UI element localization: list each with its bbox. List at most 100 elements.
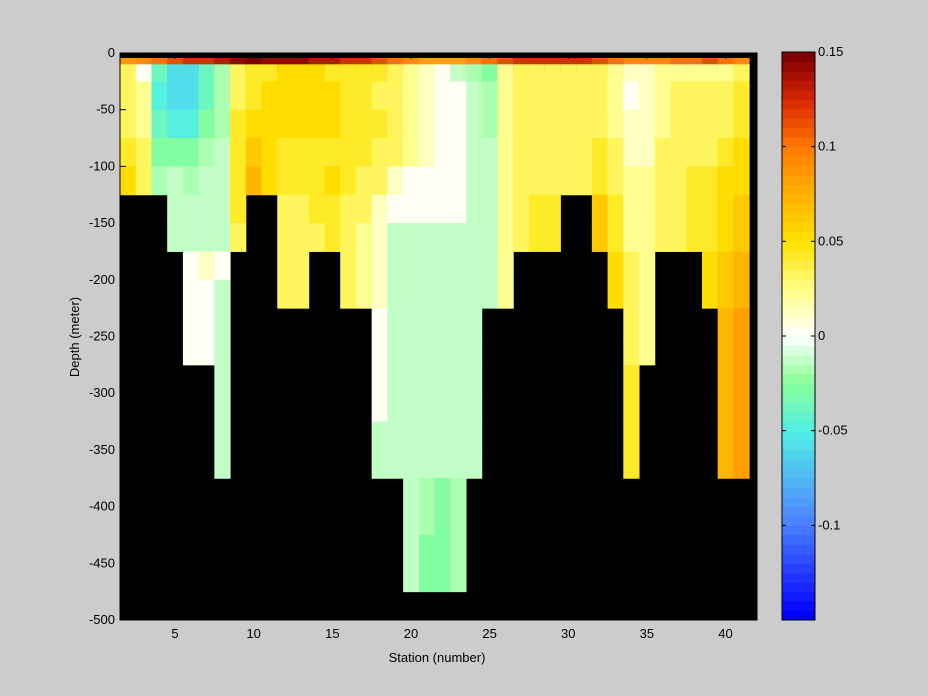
heatmap-cell (230, 109, 247, 139)
heatmap-cell (434, 138, 451, 167)
heatmap-cell (639, 138, 656, 167)
heatmap-cell (434, 421, 451, 451)
heatmap-cell (576, 64, 593, 82)
x-axis-label: Station (number) (389, 650, 486, 665)
heatmap-cell (497, 109, 514, 139)
heatmap-cell (261, 64, 278, 82)
heatmap-cell (560, 166, 577, 196)
colorbar-segment (782, 127, 815, 138)
heatmap-cell (198, 336, 215, 366)
heatmap-cell (308, 109, 325, 139)
heatmap-cell (481, 223, 498, 252)
heatmap-cell (670, 166, 687, 196)
heatmap-cell (277, 223, 294, 252)
heatmap-cell (167, 58, 184, 70)
heatmap-cell (654, 223, 671, 252)
heatmap-cell (717, 109, 734, 139)
heatmap-cell (434, 478, 451, 508)
heatmap-cell (418, 534, 436, 564)
heatmap-cell (355, 58, 373, 70)
heatmap-cell (528, 138, 546, 167)
heatmap-cell (167, 194, 184, 224)
x-tick-label: 20 (404, 626, 418, 641)
heatmap-cell (214, 58, 231, 70)
heatmap-cell (371, 138, 388, 167)
colorbar-segment (782, 468, 815, 479)
colorbar-segment (782, 440, 815, 451)
heatmap-cell (528, 58, 546, 70)
heatmap-cell (387, 393, 404, 423)
heatmap-cell (293, 138, 310, 167)
heatmap-cell (324, 64, 341, 82)
heatmap-cell (481, 279, 498, 309)
heatmap-cell (701, 251, 719, 281)
heatmap-cell (293, 194, 310, 224)
heatmap-cell (434, 194, 451, 224)
heatmap-cell (450, 449, 467, 479)
heatmap-cell (560, 58, 577, 70)
heatmap-cell (639, 166, 656, 196)
heatmap-cell (528, 64, 546, 82)
heatmap-cell (214, 308, 231, 337)
heatmap-cell (418, 506, 436, 536)
heatmap-cell (623, 449, 640, 479)
y-tick-label: -200 (89, 272, 115, 287)
heatmap-cell (355, 109, 373, 139)
heatmap-cell (528, 81, 546, 111)
colorbar-segment (782, 515, 815, 526)
colorbar-segment (782, 336, 815, 346)
heatmap-cell (403, 166, 420, 196)
colorbar-segment (782, 506, 815, 517)
heatmap-cell (293, 81, 310, 111)
heatmap-cell (686, 58, 703, 70)
heatmap-cell (340, 223, 357, 252)
heatmap-cell (151, 109, 168, 139)
heatmap-cell (481, 194, 498, 224)
heatmap-cell (182, 81, 200, 111)
heatmap-cell (466, 336, 483, 366)
heatmap-cell (277, 81, 294, 111)
heatmap-cell (513, 109, 530, 139)
heatmap-cell (623, 279, 640, 309)
heatmap-cell (198, 279, 215, 309)
heatmap-cell (481, 64, 498, 82)
heatmap-cell (607, 138, 624, 167)
heatmap-cell (403, 81, 420, 111)
heatmap-cell (686, 64, 703, 82)
heatmap-cell (277, 194, 294, 224)
heatmap-cell (576, 81, 593, 111)
heatmap-cell (654, 166, 671, 196)
heatmap-cell (733, 64, 750, 82)
heatmap-cell (245, 109, 263, 139)
colorbar-segment (782, 269, 815, 280)
heatmap-cell (120, 58, 137, 70)
heatmap-cell (182, 138, 200, 167)
heatmap-cell (403, 421, 420, 451)
heatmap-cell (293, 58, 310, 70)
colorbar-segment (782, 525, 815, 536)
heatmap-cell (403, 138, 420, 167)
heatmap-cell (230, 64, 247, 82)
x-tick-label: 40 (718, 626, 732, 641)
heatmap-cell (528, 166, 546, 196)
heatmap-cell (403, 279, 420, 309)
heatmap-cell (387, 81, 404, 111)
x-tick-label: 25 (482, 626, 496, 641)
heatmap-cell (214, 421, 231, 451)
heatmap-cell (544, 58, 561, 70)
heatmap-cell (261, 81, 278, 111)
colorbar-segment (782, 212, 815, 223)
colorbar-segment (782, 61, 815, 72)
heatmap-cell (434, 279, 451, 309)
heatmap-cell (576, 166, 593, 196)
colorbar-segment (782, 563, 815, 574)
heatmap-cell (403, 308, 420, 337)
heatmap-cell (324, 194, 341, 224)
heatmap-cell (591, 223, 609, 252)
heatmap-cell (733, 308, 750, 337)
plot-frame (119, 52, 758, 621)
heatmap-cell (371, 279, 388, 309)
heatmap-cell (120, 166, 137, 196)
colorbar-segment (782, 496, 815, 507)
heatmap-cell (717, 166, 734, 196)
